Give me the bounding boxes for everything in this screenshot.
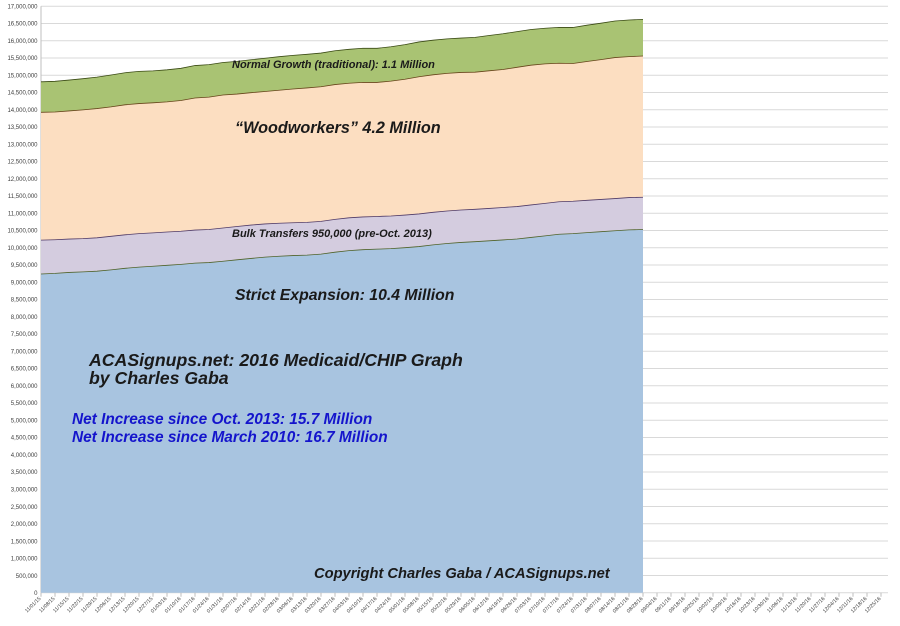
svg-text:11,500,000: 11,500,000 [8, 194, 38, 200]
svg-text:Net Increase since March 2010:: Net Increase since March 2010: 16.7 Mill… [72, 429, 388, 446]
svg-text:10,500,000: 10,500,000 [7, 229, 38, 235]
svg-text:4,000,000: 4,000,000 [11, 453, 38, 459]
svg-text:8,000,000: 8,000,000 [11, 315, 38, 321]
svg-text:14,000,000: 14,000,000 [7, 108, 38, 114]
svg-text:4,500,000: 4,500,000 [11, 436, 38, 442]
svg-text:500,000: 500,000 [16, 574, 38, 580]
svg-text:7,000,000: 7,000,000 [11, 349, 38, 355]
svg-text:Net Increase since Oct. 2013:: Net Increase since Oct. 2013: 15.7 Milli… [72, 411, 372, 428]
svg-text:16,500,000: 16,500,000 [7, 22, 38, 28]
svg-text:5,500,000: 5,500,000 [11, 401, 38, 407]
svg-text:6,000,000: 6,000,000 [11, 384, 38, 390]
svg-text:14,500,000: 14,500,000 [7, 91, 38, 97]
svg-text:Normal Growth (traditional): 1: Normal Growth (traditional): 1.1 Million [232, 59, 435, 71]
svg-text:2,000,000: 2,000,000 [11, 522, 38, 528]
svg-text:9,500,000: 9,500,000 [11, 263, 38, 269]
svg-text:Strict Expansion: 10.4 Million: Strict Expansion: 10.4 Million [235, 287, 454, 304]
svg-text:16,000,000: 16,000,000 [7, 39, 38, 45]
svg-text:ACASignups.net: 2016 Medicaid/: ACASignups.net: 2016 Medicaid/CHIP Graph [88, 350, 463, 370]
svg-text:12,000,000: 12,000,000 [7, 177, 38, 183]
svg-text:12,500,000: 12,500,000 [7, 160, 38, 166]
svg-text:8,500,000: 8,500,000 [11, 298, 38, 304]
svg-text:by Charles Gaba: by Charles Gaba [89, 368, 229, 388]
svg-text:3,500,000: 3,500,000 [11, 470, 38, 476]
svg-text:10,000,000: 10,000,000 [7, 246, 38, 252]
svg-text:1,500,000: 1,500,000 [11, 539, 38, 545]
svg-text:13,500,000: 13,500,000 [7, 125, 38, 131]
svg-text:6,500,000: 6,500,000 [11, 367, 38, 373]
svg-text:15,500,000: 15,500,000 [7, 56, 38, 62]
svg-text:17,000,000: 17,000,000 [7, 4, 38, 10]
svg-text:2,500,000: 2,500,000 [11, 505, 38, 511]
svg-text:Copyright Charles Gaba / ACASi: Copyright Charles Gaba / ACASignups.net [314, 566, 611, 582]
svg-text:“Woodworkers” 4.2 Million: “Woodworkers” 4.2 Million [235, 119, 441, 137]
svg-text:7,500,000: 7,500,000 [11, 332, 38, 338]
svg-text:Bulk Transfers 950,000 (pre-Oc: Bulk Transfers 950,000 (pre-Oct. 2013) [232, 228, 432, 240]
svg-text:13,000,000: 13,000,000 [7, 142, 38, 148]
svg-text:15,000,000: 15,000,000 [7, 73, 38, 79]
svg-text:9,000,000: 9,000,000 [11, 280, 38, 286]
svg-text:3,000,000: 3,000,000 [11, 487, 38, 493]
svg-text:11,000,000: 11,000,000 [8, 211, 38, 217]
svg-text:1,000,000: 1,000,000 [11, 557, 38, 563]
svg-text:5,000,000: 5,000,000 [11, 418, 38, 424]
